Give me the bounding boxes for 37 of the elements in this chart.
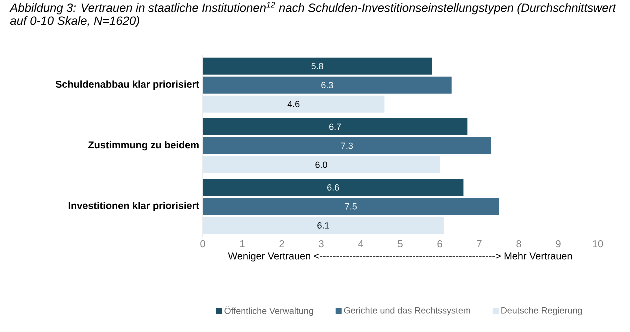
bar (203, 118, 468, 136)
x-tick-label: 4 (358, 240, 364, 248)
bar (203, 179, 464, 196)
bar (203, 76, 452, 94)
x-tick-label: 3 (319, 240, 324, 248)
y-tick-label: Investitionen klar priorisiert (68, 202, 200, 212)
data-label: 6.7 (330, 124, 342, 130)
x-tick-label: 2 (280, 240, 284, 248)
y-tick-label: Schuldenabbau klar priorisiert (56, 80, 200, 90)
x-tick-label: 8 (516, 240, 522, 248)
y-tick-label: Zustimmung zu beidem (88, 141, 199, 151)
x-tick-label: 5 (398, 240, 403, 248)
bar (203, 156, 440, 174)
chart-title: Abbildung 3: Vertrauen in staatliche Institutionen$^{12}$ nach Schulden-Investitionseinstellungstypen (Durchschnittswert auf 0-10 Skale, N=1620) (10, 2, 617, 28)
data-label: 7.5 (345, 204, 357, 210)
x-tick-label: 6 (438, 240, 442, 248)
data-label: 6.6 (328, 184, 340, 191)
legend-label: Deutsche Regierung (502, 307, 582, 316)
x-tick-label: 1 (240, 240, 245, 248)
data-label: 7.3 (341, 142, 354, 150)
x-tick-label: 9 (556, 240, 561, 248)
data-label: 6.0 (316, 162, 328, 168)
data-label: 4.6 (288, 101, 300, 108)
bar (203, 58, 432, 75)
x-axis-title: Weniger Vertrauen <-----------------------------------------------------> Mehr Vertrauen (228, 252, 572, 262)
x-tick-label: 7 (477, 240, 482, 248)
data-label: 6.1 (318, 222, 330, 229)
bar (203, 217, 444, 234)
legend-label: Gerichte und das Rechtssystem (344, 307, 470, 316)
legend-label: Öffentliche Verwaltung (224, 306, 314, 316)
bar (203, 198, 500, 216)
data-label: 5.8 (312, 63, 324, 70)
data-label: 6.3 (322, 82, 334, 89)
x-tick-label: 10 (593, 240, 604, 248)
x-tick-label: 0 (200, 240, 206, 248)
bar (203, 96, 385, 113)
bar (203, 138, 492, 155)
